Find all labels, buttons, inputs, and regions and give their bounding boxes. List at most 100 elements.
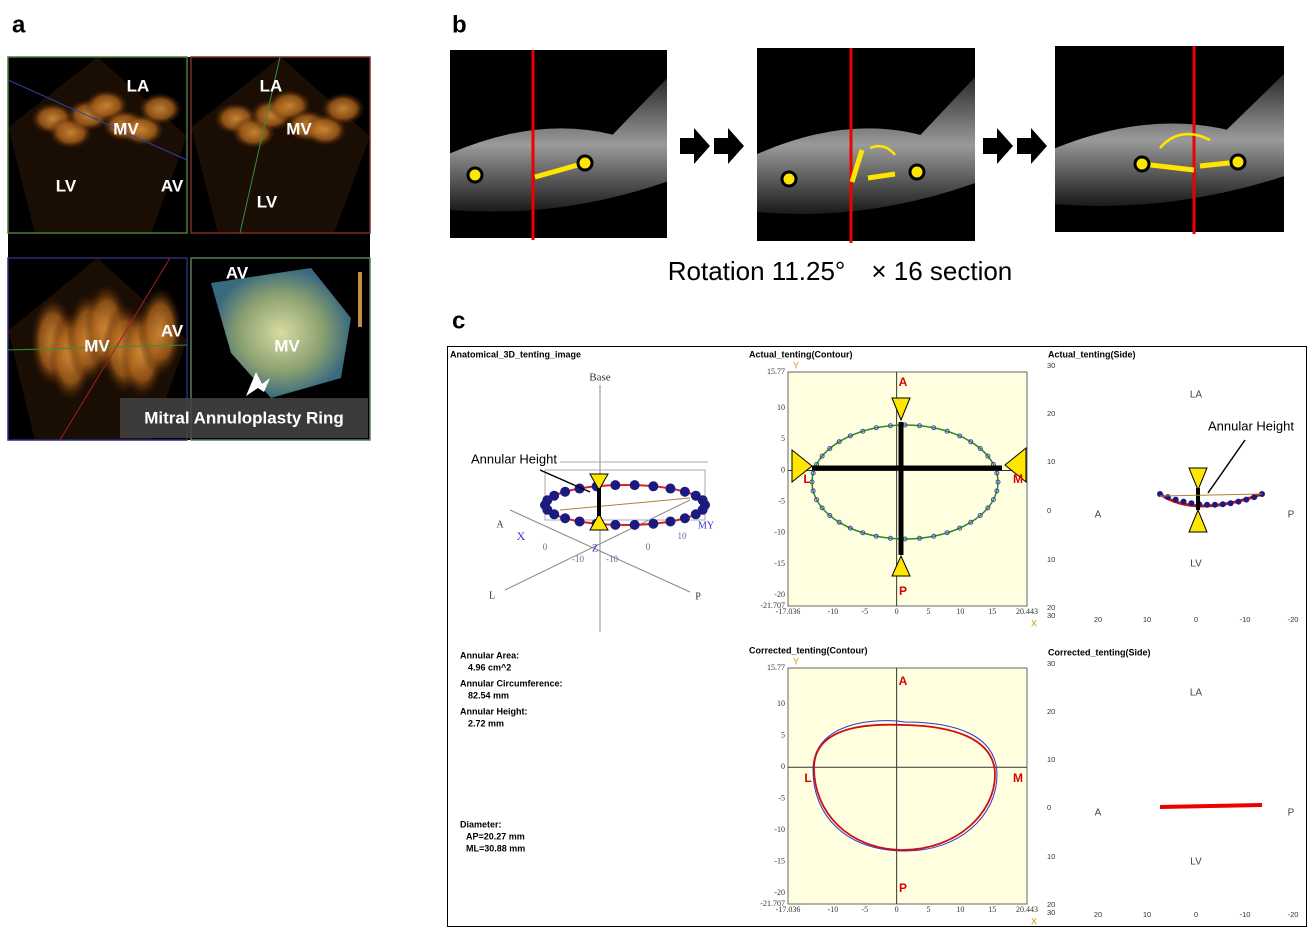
side-point xyxy=(1188,500,1194,506)
ring-point xyxy=(691,509,701,519)
y-tick-label: 20 xyxy=(1047,409,1055,418)
y-tick-label: 5 xyxy=(781,731,785,740)
side-point xyxy=(1165,494,1171,500)
side-point xyxy=(1228,500,1234,506)
x-tick-label: -20 xyxy=(1288,615,1299,624)
y-tick-label: 10 xyxy=(1047,457,1055,466)
region-label: LV xyxy=(1190,559,1202,570)
region-label: LV xyxy=(1190,857,1202,868)
annulus-point xyxy=(578,156,592,170)
region-label: A xyxy=(1095,510,1102,521)
plot-title: Corrected_tenting(Side) xyxy=(1048,647,1151,657)
annulus-point xyxy=(1135,157,1149,171)
direction-marker: A xyxy=(899,375,908,389)
plot-title: Actual_tenting(Side) xyxy=(1048,349,1136,359)
direction-marker: M xyxy=(1013,472,1023,486)
y-tick-label: -15 xyxy=(774,559,785,568)
ring-point xyxy=(560,513,570,523)
side-point xyxy=(1251,494,1257,500)
region-label: LA xyxy=(1190,390,1203,401)
x-tick-label: -10 xyxy=(1240,615,1251,624)
ring-point xyxy=(610,520,620,530)
ring-point xyxy=(560,487,570,497)
x-tick-label: 10 xyxy=(956,607,964,616)
side-point xyxy=(1204,502,1210,508)
side-point xyxy=(1212,502,1218,508)
caption: Rotation 11.25° × 16 section xyxy=(668,256,1013,286)
echo-tissue xyxy=(138,93,182,125)
measure-label: Diameter: xyxy=(460,819,502,829)
anatomy-label: LA xyxy=(260,76,283,95)
plot-area xyxy=(788,668,1027,904)
plot-title: Corrected_tenting(Contour) xyxy=(749,645,868,655)
axis-label: -10 xyxy=(606,554,618,564)
axis-label: 10 xyxy=(678,531,688,541)
anatomy-label: LV xyxy=(56,176,77,195)
x-tick-label: -10 xyxy=(828,905,839,914)
ring-point xyxy=(648,519,658,529)
y-tick-label: 30 xyxy=(1047,611,1055,620)
measure-label: Annular Height: xyxy=(460,706,528,716)
direction-marker: L xyxy=(803,472,810,486)
y-tick-label: 15.77 xyxy=(767,367,785,376)
ring-label: Mitral Annuloplasty Ring xyxy=(144,408,344,427)
ring-point xyxy=(575,516,585,526)
axis-label: MY xyxy=(698,520,714,531)
side-point xyxy=(1173,497,1179,503)
x-tick-label: 0 xyxy=(1194,615,1198,624)
x-tick-label: 0 xyxy=(895,607,899,616)
x-tick-label: -5 xyxy=(861,607,868,616)
step-arrow xyxy=(1017,128,1047,164)
anatomy-label: AV xyxy=(161,176,184,195)
side-point xyxy=(1220,501,1226,507)
region-label: A xyxy=(1095,808,1102,819)
annulus-point xyxy=(468,168,482,182)
x-tick-label: -20 xyxy=(1288,910,1299,919)
annotation: Annular Height xyxy=(1208,418,1294,433)
step-arrow xyxy=(983,128,1013,164)
y-tick-label: 10 xyxy=(1047,555,1055,564)
x-tick-label: 20 xyxy=(1094,615,1102,624)
color-scale xyxy=(358,272,362,327)
annulus-point xyxy=(1231,155,1245,169)
axis-name: Y xyxy=(793,656,799,666)
axis-label: A xyxy=(496,519,504,530)
measure-value: ML=30.88 mm xyxy=(466,843,525,853)
anatomy-label: MV xyxy=(113,119,139,138)
x-tick-label: 20.443 xyxy=(1016,905,1038,914)
region-label: P xyxy=(1288,808,1295,819)
x-tick-label: 10 xyxy=(1143,615,1151,624)
ring-point xyxy=(680,487,690,497)
side-point xyxy=(1235,499,1241,505)
direction-marker: P xyxy=(899,881,907,895)
measure-label: Annular Area: xyxy=(460,650,519,660)
y-tick-label: -20 xyxy=(774,888,785,897)
y-tick-label: -5 xyxy=(778,497,785,506)
y-tick-label: 0 xyxy=(781,762,785,771)
x-tick-label: 5 xyxy=(927,607,931,616)
side-profile xyxy=(1160,805,1262,807)
side-point xyxy=(1181,499,1187,505)
side-point xyxy=(1243,497,1249,503)
y-tick-label: 20 xyxy=(1047,707,1055,716)
annulus-point xyxy=(910,165,924,179)
ring-point xyxy=(680,513,690,523)
step-arrow xyxy=(680,128,710,164)
x-tick-label: 20.443 xyxy=(1016,607,1038,616)
ring-point xyxy=(648,481,658,491)
anatomy-label: MV xyxy=(274,336,300,355)
figure: abcLAMVLVAVLAMVLVMVAVAVMVMitral Annulopl… xyxy=(0,0,1307,927)
axis-name: X xyxy=(1031,916,1037,926)
ring-point xyxy=(698,495,708,505)
ring-point xyxy=(630,480,640,490)
ring-point xyxy=(630,520,640,530)
echo-tissue xyxy=(321,93,365,125)
axis-label: Z xyxy=(592,543,598,554)
y-tick-label: 30 xyxy=(1047,908,1055,917)
x-tick-label: -17.036 xyxy=(776,607,801,616)
x-tick-label: 10 xyxy=(1143,910,1151,919)
y-tick-label: 5 xyxy=(781,434,785,443)
y-tick-label: -15 xyxy=(774,857,785,866)
axis-label: X xyxy=(517,529,526,543)
step-arrow xyxy=(714,128,744,164)
